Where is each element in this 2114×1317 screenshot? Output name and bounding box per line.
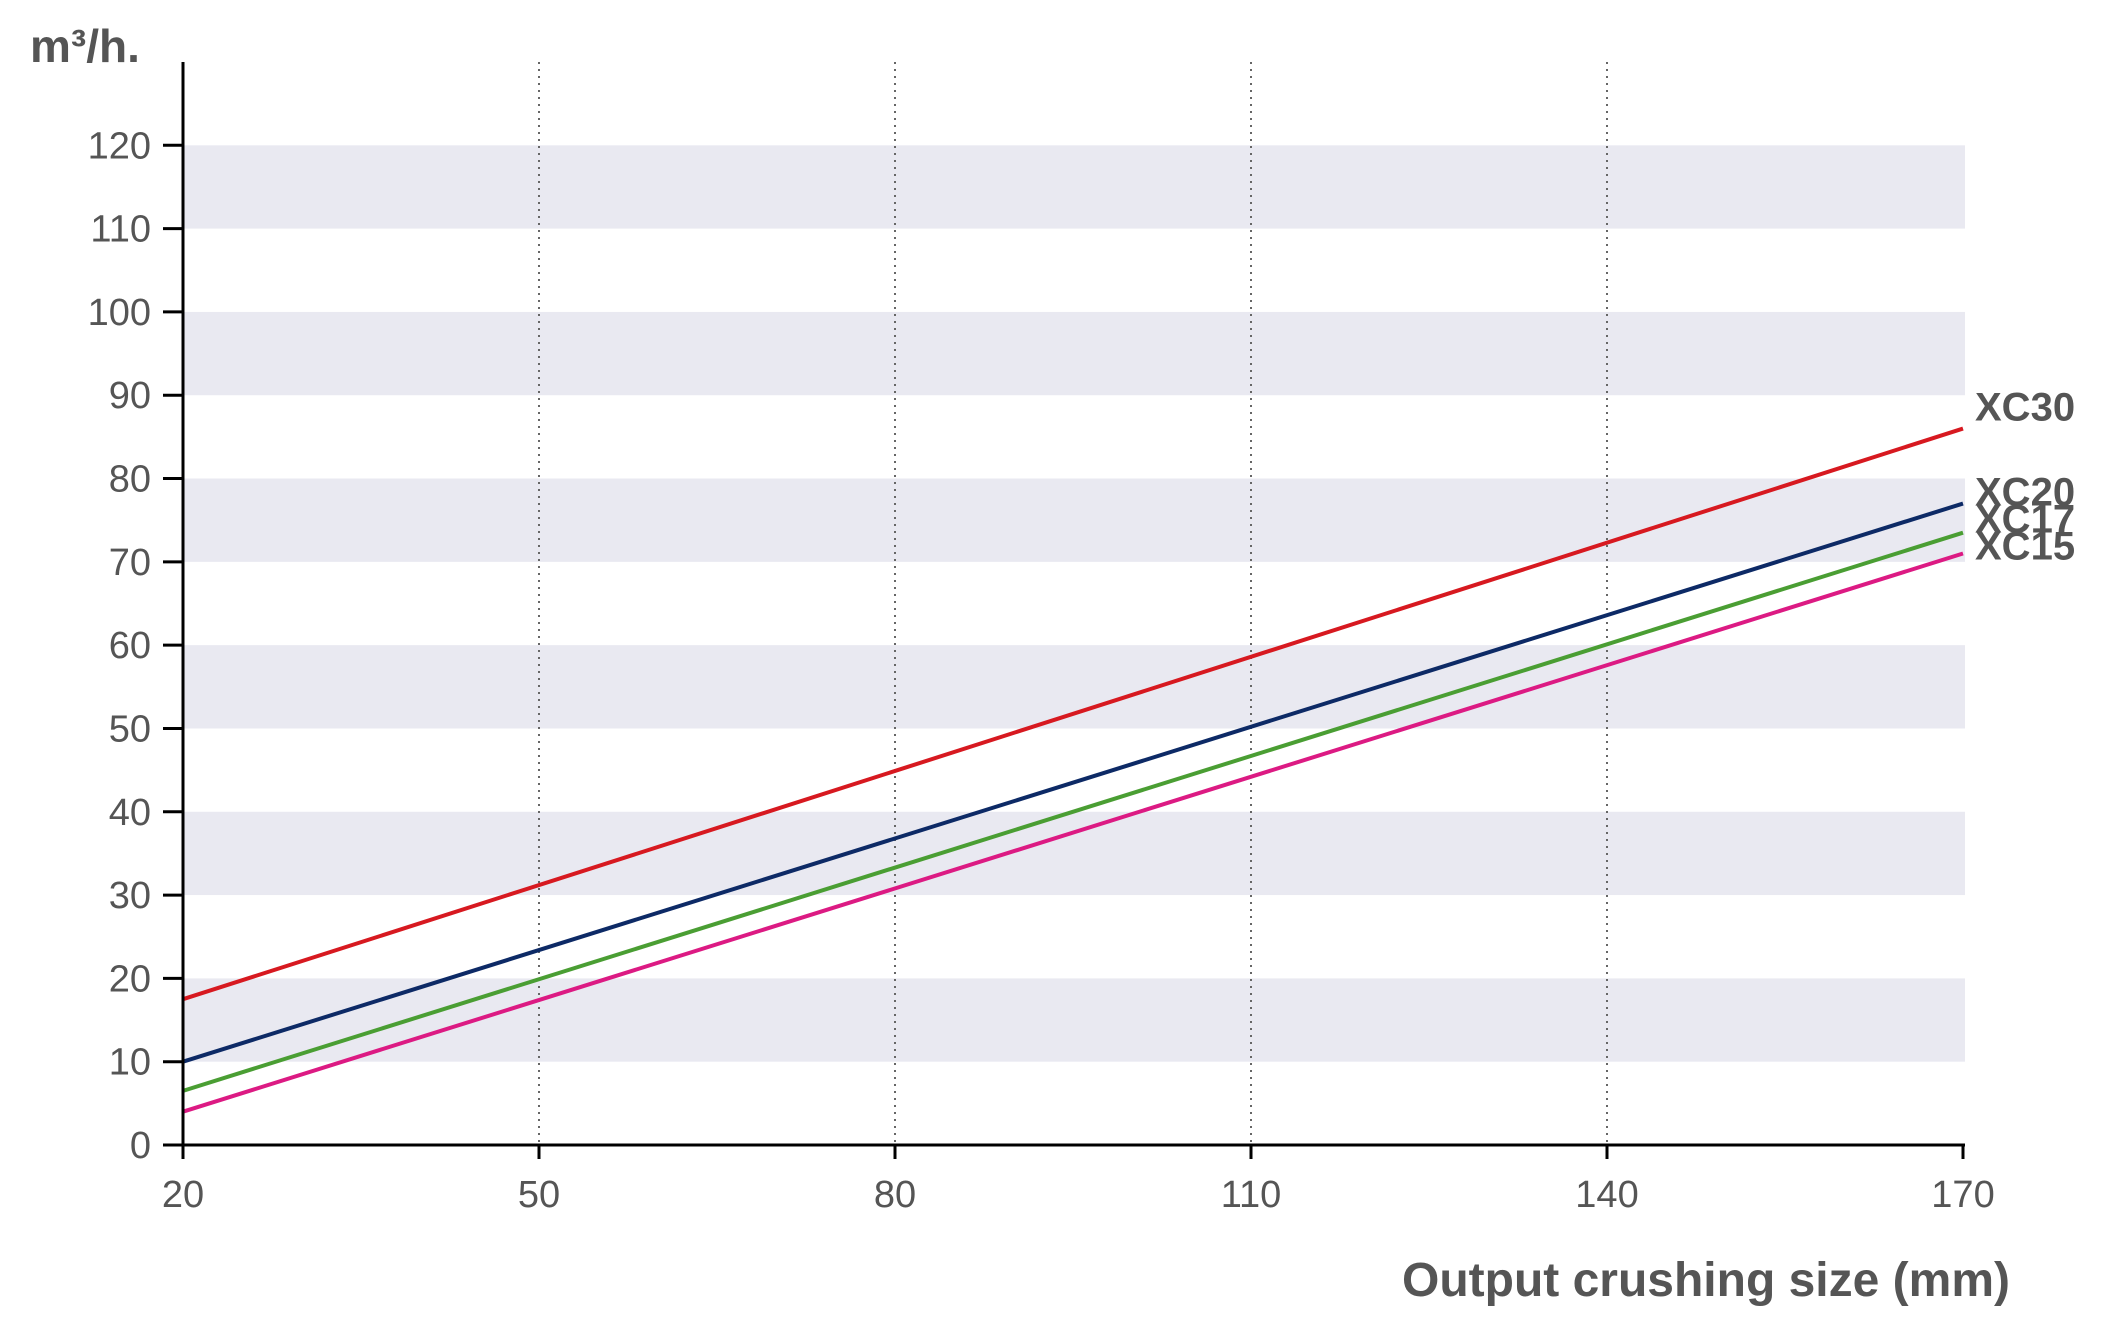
band-30-40 <box>183 811 1965 896</box>
x-tick-label-110: 110 <box>1221 1174 1282 1216</box>
background-bands <box>183 145 1965 1062</box>
band-50-60 <box>183 645 1965 729</box>
y-tick-label-40: 40 <box>109 792 151 834</box>
x-axis-title: Output crushing size (mm) <box>1402 1254 2010 1307</box>
y-tick-label-120: 120 <box>88 125 151 167</box>
y-tick-label-90: 90 <box>109 375 151 417</box>
band-90-100 <box>183 311 1965 396</box>
y-tick-label-30: 30 <box>109 875 151 917</box>
axes <box>181 62 1965 1147</box>
series-line-xc30 <box>182 426 1964 1002</box>
y-tick-label-10: 10 <box>109 1042 151 1084</box>
y-tick-label-100: 100 <box>88 292 151 334</box>
x-tick-label-80: 80 <box>874 1174 916 1216</box>
series-label-xc17: XC17 <box>1975 498 2075 542</box>
band-70-80 <box>183 478 1965 562</box>
y-axis-title: m³/h. <box>30 20 140 72</box>
band-10-20 <box>183 978 1965 1062</box>
series-label-xc15: XC15 <box>1975 525 2075 569</box>
x-tick-label-140: 140 <box>1575 1174 1638 1216</box>
y-tick-label-80: 80 <box>109 459 151 501</box>
series-line-xc17 <box>182 530 1964 1093</box>
series-lines <box>182 426 1964 1114</box>
x-tick-label-50: 50 <box>518 1174 560 1216</box>
y-tick-label-0: 0 <box>130 1125 151 1167</box>
series-label-xc30: XC30 <box>1975 386 2075 430</box>
series-line-xc15 <box>182 551 1964 1114</box>
y-tick-label-70: 70 <box>109 542 151 584</box>
y-tick-label-110: 110 <box>90 209 151 251</box>
y-tick-label-20: 20 <box>109 958 151 1000</box>
series-line-xc20 <box>182 501 1964 1064</box>
x-tick-label-20: 20 <box>162 1174 204 1216</box>
series-label-xc20: XC20 <box>1975 471 2075 515</box>
y-axis-ticks: 0 10 20 30 40 50 60 70 80 90 100 110 120 <box>88 125 183 1167</box>
band-110-120 <box>183 145 1965 229</box>
y-tick-label-50: 50 <box>109 708 151 750</box>
y-tick-label-60: 60 <box>109 625 151 667</box>
x-axis-ticks: 20 50 80 110 140 170 <box>162 1145 1995 1216</box>
x-tick-label-170: 170 <box>1931 1174 1994 1216</box>
